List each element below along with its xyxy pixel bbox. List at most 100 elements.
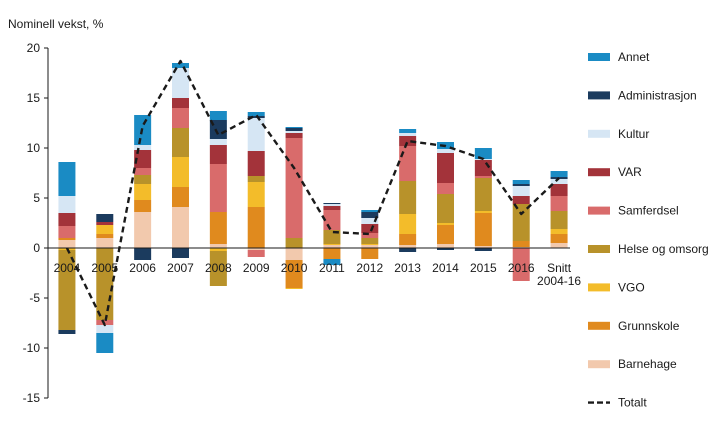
- bar-segment: [134, 175, 152, 184]
- bar-segment: [172, 108, 189, 128]
- bar-segment: [285, 128, 303, 131]
- legend-label: VGO: [618, 280, 645, 294]
- bar-segment: [96, 214, 114, 222]
- bar-segment: [209, 244, 227, 248]
- legend-label: Grunnskole: [618, 319, 680, 333]
- bar-segment: [361, 245, 379, 248]
- bar-segment: [96, 225, 114, 234]
- bar-segment: [474, 160, 492, 176]
- legend-label: Helse og omsorg: [618, 242, 709, 256]
- x-tick-label: 2006: [129, 261, 156, 275]
- bar-segment: [172, 128, 189, 157]
- x-tick-label: 2008: [205, 261, 232, 275]
- bar-segment: [58, 238, 76, 240]
- bar-segment: [285, 127, 303, 128]
- bar-segment: [134, 168, 152, 175]
- bar-segment: [58, 330, 76, 334]
- bar-segment: [550, 179, 568, 184]
- bar-segment: [323, 259, 341, 265]
- legend-swatch: [588, 321, 610, 330]
- bar-segment: [172, 98, 189, 108]
- x-tick-label: 2004: [54, 261, 81, 275]
- bar-segment: [474, 178, 492, 211]
- bar-segment: [285, 288, 303, 289]
- bar-segment: [361, 218, 379, 224]
- bar-segment: [512, 196, 530, 204]
- bars: 2004 2005 2006 2007 2008 2009 2010 2011 2012 2013…: [48, 63, 581, 353]
- legend-swatch: [588, 91, 610, 100]
- bar-segment: [399, 129, 417, 133]
- bar-segment: [209, 212, 227, 244]
- legend-swatch: [588, 206, 610, 215]
- bar-segment: [323, 248, 341, 259]
- bar-segment: [474, 176, 492, 178]
- bar-segment: [247, 250, 265, 257]
- x-tick-label: 2012: [356, 261, 383, 275]
- bar-segment: [58, 240, 76, 248]
- bar-segment: [96, 325, 114, 333]
- bar-segment: [550, 234, 568, 243]
- legend-swatch: [588, 283, 610, 292]
- bar-segment: [172, 63, 189, 68]
- bar-segment: [361, 210, 379, 212]
- bar-segment: [399, 146, 417, 181]
- bar-segment: [474, 148, 492, 159]
- legend-swatch: [588, 360, 610, 369]
- bar-segment: [399, 214, 417, 234]
- bar-segment: [361, 224, 379, 233]
- x-tick-label: 2013: [394, 261, 421, 275]
- bar-segment: [209, 139, 227, 145]
- bar-segment: [134, 200, 152, 212]
- bar-segment: [361, 238, 379, 244]
- y-tick-label: 5: [33, 191, 40, 205]
- axes: -15 -10 -5 0 5 10 15 20: [23, 41, 49, 405]
- bar-segment: [550, 171, 568, 177]
- y-tick-label: 0: [33, 241, 40, 255]
- bar-segment: [172, 187, 189, 207]
- total-line: [65, 59, 560, 327]
- bar-segment: [550, 211, 568, 229]
- bar-segment: [437, 223, 454, 225]
- bar-segment: [512, 248, 530, 281]
- x-tick-label: 2005: [91, 261, 118, 275]
- bar-segment: [96, 333, 114, 353]
- bar-segment: [134, 212, 152, 248]
- bar-segment: [323, 245, 341, 248]
- bar-segment: [399, 136, 417, 146]
- bar-segment: [399, 181, 417, 214]
- bar-segment: [437, 149, 454, 153]
- bar-segment: [96, 248, 114, 320]
- y-tick-label: 15: [27, 91, 41, 105]
- bar-segment: [285, 138, 303, 238]
- legend-label: Kultur: [618, 127, 649, 141]
- bar-segment: [323, 206, 341, 210]
- bar-segment: [474, 211, 492, 213]
- legend-swatch: [588, 245, 610, 253]
- x-tick-label: 2011: [319, 261, 345, 275]
- bar-segment: [285, 248, 303, 260]
- bar-segment: [96, 238, 114, 248]
- y-tick-label: -15: [23, 391, 41, 405]
- bar-segment: [437, 183, 454, 194]
- legend-label: VAR: [618, 165, 642, 179]
- bar-segment: [437, 194, 454, 223]
- bar-segment: [399, 133, 417, 136]
- bar-segment: [96, 234, 114, 238]
- y-tick-label: 20: [27, 41, 41, 55]
- bar-segment: [550, 196, 568, 211]
- bar-segment: [474, 213, 492, 246]
- bar-segment: [512, 241, 530, 247]
- legend: Annet Administrasjon Kultur VAR Samferdsel He…: [588, 50, 709, 410]
- bar-segment: [209, 111, 227, 120]
- bar-segment: [247, 151, 265, 176]
- bar-segment: [399, 248, 417, 252]
- legend-swatch: [588, 129, 610, 138]
- bar-segment: [58, 196, 76, 213]
- bar-segment: [550, 229, 568, 234]
- bar-segment: [323, 244, 341, 245]
- bar-segment: [437, 153, 454, 183]
- legend-label: Totalt: [618, 396, 647, 410]
- y-tick-label: 10: [27, 141, 41, 155]
- bar-segment: [58, 213, 76, 226]
